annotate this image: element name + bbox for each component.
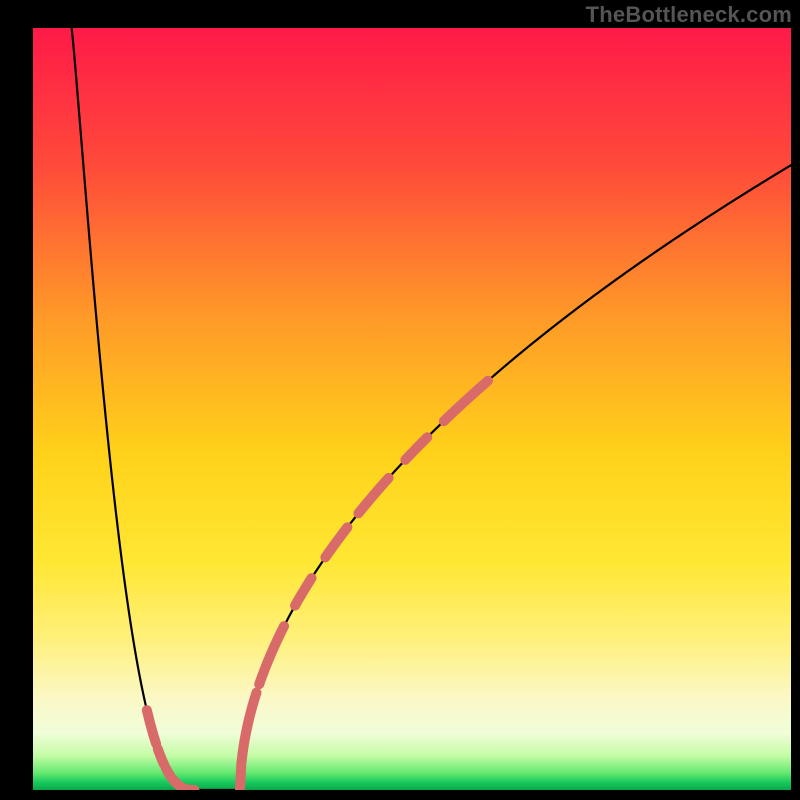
bottleneck-chart xyxy=(33,28,791,790)
curve-marker xyxy=(158,749,164,765)
bottleneck-chart-svg xyxy=(33,28,791,790)
attribution-text: TheBottleneck.com xyxy=(586,2,792,28)
